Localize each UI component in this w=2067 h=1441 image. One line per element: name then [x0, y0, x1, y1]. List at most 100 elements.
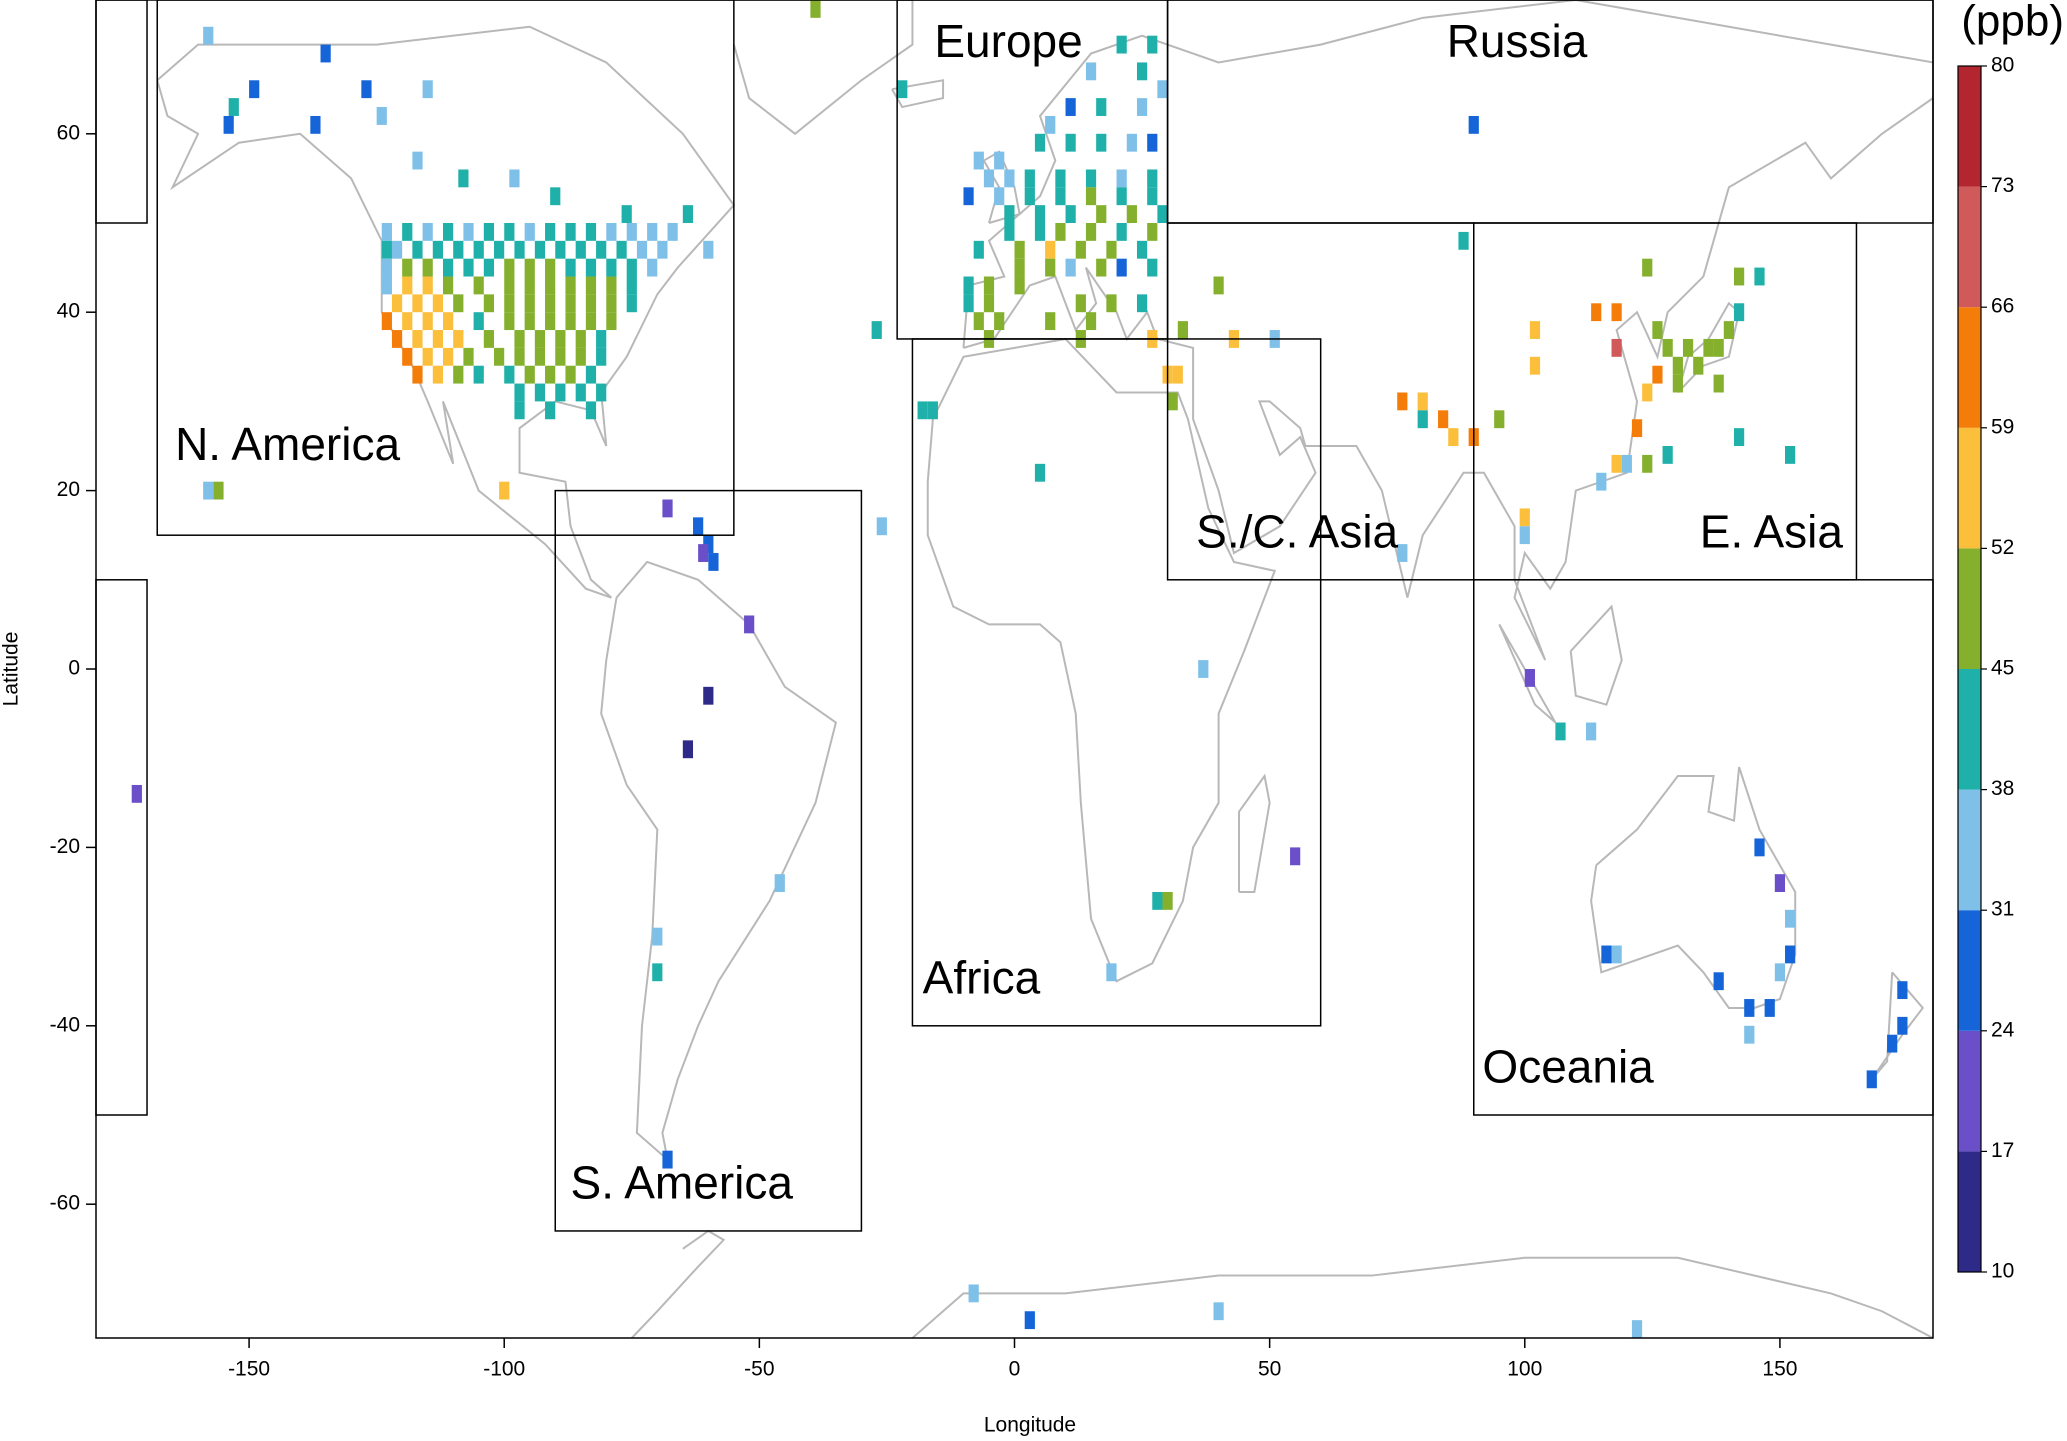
- coastline: [1590, 766, 1797, 1009]
- grid-cell: [871, 321, 882, 339]
- region-label: S./C. Asia: [1196, 505, 1398, 557]
- grid-cell: [391, 240, 403, 259]
- grid-cell: [1157, 80, 1168, 99]
- x-tick-label: 50: [1258, 1358, 1281, 1381]
- colorbar-tick-label: 24: [1991, 1018, 2015, 1041]
- grid-cell: [1785, 446, 1796, 464]
- grid-cell: [1136, 294, 1148, 313]
- grid-cell: [703, 686, 714, 705]
- grid-cell: [606, 276, 617, 295]
- grid-cell: [1713, 374, 1724, 393]
- grid-cell: [453, 294, 464, 313]
- coastline: [926, 337, 1277, 983]
- grid-cell: [1162, 892, 1173, 910]
- grid-cell: [524, 223, 535, 241]
- grid-cell: [565, 312, 576, 331]
- colorbar-segment: [1958, 427, 1981, 549]
- grid-cell: [432, 294, 443, 313]
- grid-cell: [412, 294, 423, 313]
- grid-cell: [494, 240, 505, 259]
- coastline: [891, 79, 945, 109]
- grid-cell: [1754, 838, 1765, 857]
- coastline: [1238, 773, 1271, 893]
- grid-cell: [667, 223, 678, 241]
- grid-cell: [1448, 428, 1459, 446]
- plot-frame: [95, 0, 1934, 1339]
- grid-cell: [1147, 133, 1158, 152]
- y-tick-label: 40: [57, 300, 80, 323]
- grid-cell: [1034, 463, 1046, 482]
- grid-cell: [1631, 1320, 1643, 1338]
- grid-cell: [1055, 169, 1066, 188]
- x-tick-label: -100: [483, 1358, 525, 1381]
- grid-cell: [1662, 446, 1673, 464]
- coastline: [631, 1229, 726, 1339]
- grid-cell: [1065, 98, 1076, 116]
- colorbar-tick-label: 59: [1991, 415, 2014, 438]
- grid-cell: [391, 330, 403, 348]
- colorbar-tick-label: 80: [1991, 54, 2014, 77]
- y-tick-label: -40: [50, 1013, 80, 1036]
- grid-cell: [973, 240, 984, 259]
- grid-cell: [422, 276, 433, 295]
- grid-cell: [575, 383, 586, 402]
- grid-cell: [504, 258, 515, 277]
- grid-cell: [545, 312, 556, 331]
- grid-cell: [442, 276, 454, 295]
- grid-cell: [463, 258, 474, 277]
- grid-cell: [473, 365, 484, 384]
- coastline: [732, 0, 914, 136]
- grid-cell: [1611, 945, 1622, 964]
- region-label: Oceania: [1482, 1041, 1654, 1093]
- grid-cell: [545, 365, 556, 384]
- grid-cell: [1014, 258, 1025, 277]
- grid-cell: [1494, 410, 1505, 429]
- grid-cell: [310, 115, 321, 134]
- region-box: [554, 489, 863, 1232]
- grid-cell: [1024, 1311, 1035, 1330]
- grid-cell: [1045, 312, 1056, 331]
- grid-cell: [1397, 392, 1408, 411]
- grid-cell: [585, 258, 597, 277]
- grid-cell: [402, 223, 413, 241]
- grid-cell: [565, 276, 576, 295]
- grid-cell: [1417, 392, 1428, 411]
- grid-cell: [1764, 999, 1775, 1017]
- x-tick-label: 150: [1762, 1358, 1797, 1381]
- grid-cell: [473, 276, 484, 295]
- grid-cell: [1785, 945, 1796, 964]
- grid-cell: [1744, 1025, 1755, 1044]
- grid-cell: [453, 240, 464, 259]
- grid-cell: [1136, 98, 1148, 116]
- grid-cell: [1733, 428, 1745, 446]
- grid-cell: [1075, 240, 1086, 259]
- grid-cell: [1147, 223, 1158, 241]
- grid-cell: [1586, 722, 1597, 741]
- grid-cell: [994, 151, 1005, 170]
- grid-cell: [1631, 419, 1643, 438]
- grid-cell: [545, 294, 556, 313]
- grid-cell: [473, 240, 484, 259]
- grid-cell: [1213, 276, 1224, 295]
- grid-cell: [422, 347, 433, 366]
- grid-cell: [1096, 98, 1107, 116]
- grid-cell: [1290, 847, 1301, 866]
- grid-cell: [1085, 187, 1097, 206]
- grid-cell: [1733, 303, 1745, 322]
- grid-cell: [626, 294, 637, 313]
- colorbar-tick-label: 10: [1991, 1260, 2014, 1283]
- grid-cell: [1611, 338, 1622, 357]
- grid-cell: [1167, 392, 1178, 411]
- grid-cell: [1591, 303, 1602, 322]
- coastline: [1569, 604, 1623, 706]
- grid-cell: [1085, 169, 1097, 188]
- grid-cell: [963, 187, 974, 206]
- grid-cell: [983, 169, 995, 188]
- grid-cell: [1642, 383, 1653, 402]
- grid-cell: [606, 312, 617, 331]
- region-label: Russia: [1447, 15, 1588, 67]
- grid-cell: [1172, 365, 1183, 384]
- grid-cell: [514, 401, 525, 420]
- grid-cell: [422, 258, 433, 277]
